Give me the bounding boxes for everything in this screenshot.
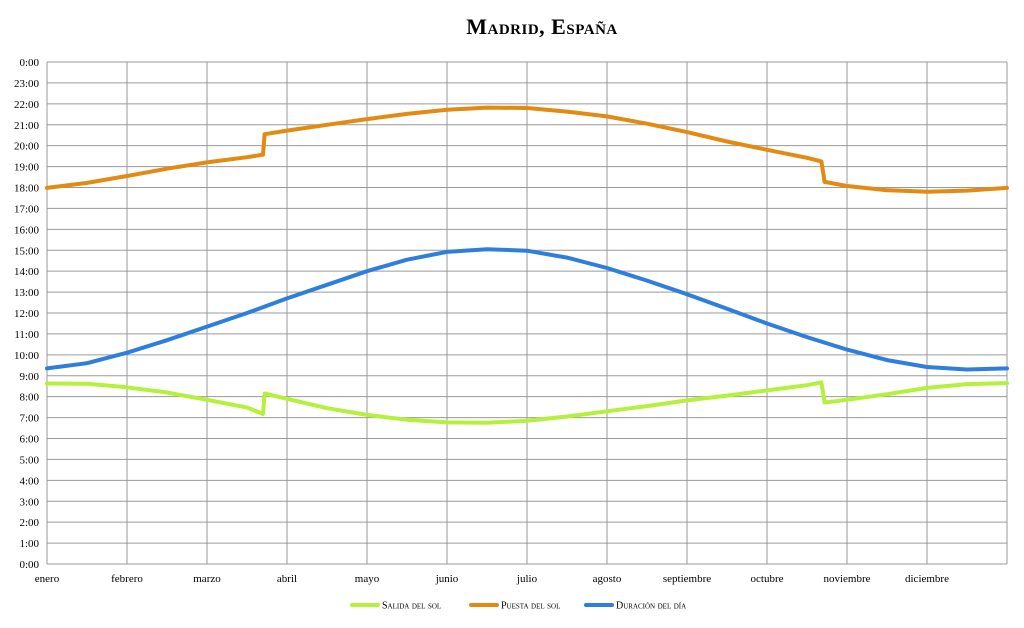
x-tick-label: noviembre [823,573,870,585]
x-tick-label: julio [516,573,538,585]
x-tick-label: octubre [751,573,784,585]
x-tick-label: diciembre [905,573,949,585]
series-line [45,380,1009,425]
x-tick-label: marzo [193,573,221,585]
legend-label: Duración del día [616,601,686,612]
y-tick-label: 10:00 [14,350,40,362]
legend: Salida del sol Puesta del sol Duración del… [350,601,686,612]
y-tick-label: 22:00 [14,99,40,111]
y-tick-label: 13:00 [14,287,40,299]
series-lines [45,105,1009,425]
y-tick-label: 12:00 [14,308,40,320]
y-tick-label: 16:00 [14,224,40,236]
series-line [45,105,1009,194]
y-tick-label: 17:00 [14,203,40,215]
x-tick-label: febrero [111,573,143,585]
y-tick-label: 20:00 [14,141,40,153]
legend-label: Puesta del sol [501,601,560,612]
y-tick-label: 6:00 [19,434,39,446]
y-tick-label: 23:00 [14,78,40,90]
y-tick-label: 9:00 [19,371,39,383]
y-tick-label: 7:00 [19,413,39,425]
y-tick-label: 3:00 [19,496,39,508]
x-tick-label: junio [435,573,459,585]
x-tick-label: enero [35,573,60,585]
y-tick-label: 4:00 [19,475,39,487]
y-axis-ticks: 0:00 1:00 2:00 3:00 4:00 5:00 6:00 7:00 8:00 9:00… [14,57,40,571]
chart-title: Madrid, España [466,14,618,39]
y-tick-label: 0:00 [19,57,39,69]
y-tick-label: 18:00 [14,183,40,195]
x-tick-label: abril [277,573,297,585]
y-tick-label: 5:00 [19,454,39,466]
y-tick-label: 15:00 [14,245,40,257]
y-tick-label: 1:00 [19,538,39,550]
y-tick-label: 19:00 [14,162,40,174]
grid [46,61,1008,565]
y-tick-label: 11:00 [14,329,39,341]
x-tick-label: septiembre [663,573,711,585]
series-line [45,247,1009,372]
legend-label: Salida del sol [382,601,441,612]
y-tick-label: 8:00 [19,392,39,404]
y-tick-label: 14:00 [14,266,40,278]
y-tick-label: 0:00 [19,559,39,571]
y-tick-label: 2:00 [19,517,39,529]
y-tick-label: 21:00 [14,120,40,132]
x-tick-label: agosto [593,573,622,585]
x-axis-ticks: enero febrero marzo abril mayo junio julio agos… [35,573,949,585]
x-tick-label: mayo [355,573,380,585]
